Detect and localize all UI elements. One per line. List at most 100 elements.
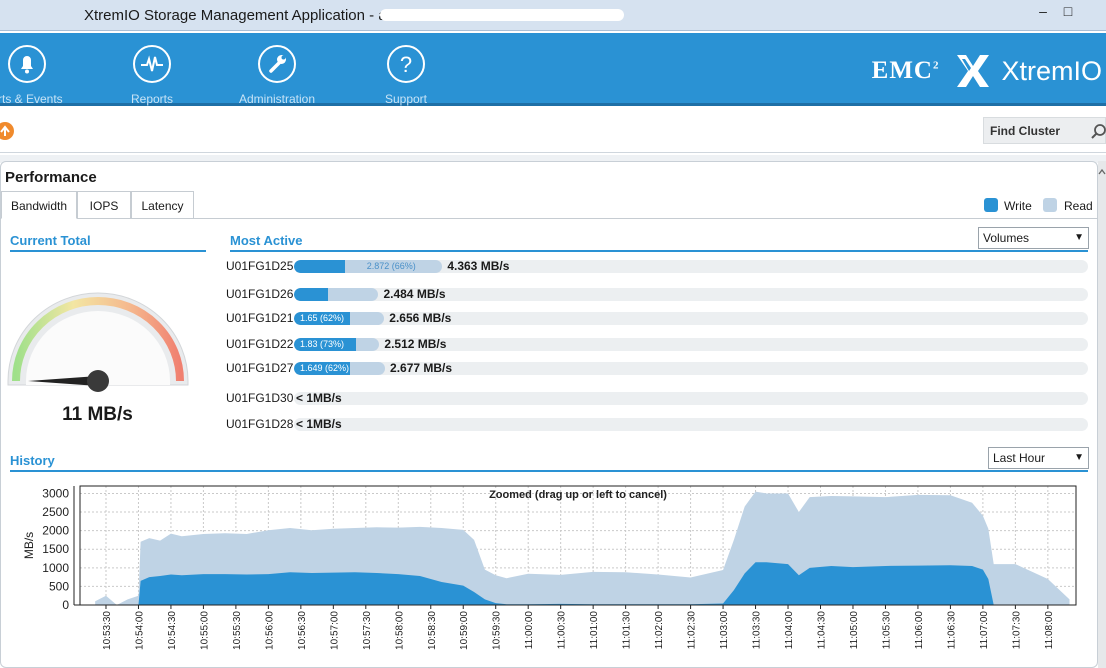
x-tick-label: 11:08:00	[1044, 611, 1055, 650]
vertical-scrollbar[interactable]	[1098, 161, 1106, 668]
most-active-row-name: U01FG1D25	[226, 259, 294, 273]
x-tick-label: 10:56:30	[297, 611, 308, 650]
x-tick-label: 10:53:30	[102, 611, 113, 650]
history-chart[interactable]: 0 500 1000 1500 2000 2500 3000 10:53:30 10:54:00…	[0, 480, 1098, 666]
bell-icon	[8, 45, 46, 83]
most-active-row-bar[interactable]: 1.649 (62%)	[294, 362, 1088, 375]
x-tick-label: 10:58:00	[394, 611, 405, 650]
xtremio-x-icon	[957, 55, 990, 87]
gauge-needle	[28, 376, 98, 386]
maximize-icon[interactable]: □	[1063, 3, 1073, 19]
write-bar	[294, 288, 328, 301]
nav-label: Administration	[238, 92, 316, 106]
x-tick-label: 11:00:30	[557, 611, 568, 650]
x-tick-label: 11:02:30	[687, 611, 698, 650]
most-active-row-bar[interactable]: 2.872 (66%)	[294, 260, 1088, 273]
main-nav: erts & Events Reports Administration ? S…	[0, 33, 1106, 106]
window-title: XtremIO Storage Management Application -…	[84, 7, 387, 24]
xtremio-wordmark: XtremIO	[1001, 55, 1102, 86]
bandwidth-gauge	[7, 292, 189, 392]
nav-administration[interactable]: Administration	[222, 45, 332, 106]
x-tick-label: 10:59:00	[459, 611, 470, 650]
legend-read-label: Read	[1064, 199, 1093, 213]
x-tick-label: 10:55:00	[199, 611, 210, 650]
x-tick-label: 10:55:30	[232, 611, 243, 650]
x-tick-label: 10:57:30	[362, 611, 373, 650]
y-tick-label: 3000	[42, 486, 69, 500]
nav-label: erts & Events	[0, 92, 63, 106]
x-tick-label: 11:05:00	[849, 611, 860, 650]
write-bar	[294, 260, 345, 273]
bar-inline-label: 1.649 (62%)	[300, 363, 350, 373]
history-title: History	[10, 453, 1088, 472]
wrench-icon	[258, 45, 296, 83]
chevron-down-icon: ▼	[1074, 232, 1084, 243]
x-tick-label: 11:07:30	[1011, 611, 1022, 650]
x-tick-label: 11:02:00	[654, 611, 665, 650]
y-tick-label: 2500	[42, 505, 69, 519]
bar-inline-label: 1.83 (73%)	[300, 339, 345, 349]
x-tick-label: 11:05:30	[881, 611, 892, 650]
nav-alerts-events[interactable]: erts & Events	[0, 45, 82, 106]
most-active-row-bar[interactable]: 1.65 (62%)	[294, 312, 1088, 325]
most-active-row-value: 2.484 MB/s	[383, 287, 446, 301]
legend-write-swatch	[984, 198, 998, 212]
series-write-area	[95, 562, 1070, 605]
find-cluster-label: Find Cluster	[990, 124, 1061, 138]
nav-label: Reports	[130, 92, 174, 106]
y-tick-label: 1000	[42, 561, 69, 575]
legend-read-swatch	[1043, 198, 1057, 212]
write-bar	[294, 338, 357, 351]
up-arrow-icon[interactable]	[0, 122, 14, 140]
nav-reports[interactable]: Reports	[97, 45, 207, 106]
most-active-type-select[interactable]: Volumes ▼	[978, 227, 1089, 249]
tab-bandwidth[interactable]: Bandwidth	[1, 191, 77, 219]
x-tick-label: 11:06:30	[946, 611, 957, 650]
current-total-value: 11 MB/s	[62, 404, 133, 425]
most-active-row-bar[interactable]	[294, 418, 1088, 431]
x-tick-label: 11:03:30	[752, 611, 763, 650]
toolbar: Find Cluster	[0, 108, 1106, 153]
most-active-row-bar[interactable]	[294, 288, 1088, 301]
most-active-row-value: 2.677 MB/s	[390, 361, 453, 375]
most-active-row-value: 4.363 MB/s	[447, 259, 510, 273]
bar-inline-label: 1.65 (62%)	[300, 313, 345, 323]
write-bar	[294, 312, 351, 325]
chart-title: Zoomed (drag up or left to cancel)	[489, 489, 667, 501]
x-tick-label: 10:54:30	[167, 611, 178, 650]
tab-latency[interactable]: Latency	[131, 191, 194, 219]
y-tick-label: 1500	[42, 542, 69, 556]
select-value: Volumes	[983, 231, 1030, 245]
tab-underline	[0, 218, 1098, 219]
y-tick-label: 500	[49, 579, 69, 593]
x-tick-label: 11:04:00	[784, 611, 795, 650]
most-active-row-bar[interactable]: 1.83 (73%)	[294, 338, 1088, 351]
bar-inline-label: 2.872 (66%)	[366, 261, 416, 271]
find-cluster-input[interactable]: Find Cluster	[983, 117, 1106, 144]
y-axis-label: MB/s	[22, 532, 36, 559]
tab-iops[interactable]: IOPS	[77, 191, 131, 219]
most-active-row-name: U01FG1D26	[226, 287, 294, 301]
select-value: Last Hour	[993, 451, 1046, 465]
x-tick-label: 10:57:00	[329, 611, 340, 650]
y-tick-label: 2000	[42, 524, 69, 538]
x-tick-label: 11:01:30	[622, 611, 633, 650]
history-range-select[interactable]: Last Hour ▼	[988, 447, 1089, 469]
most-active-row-bar[interactable]	[294, 392, 1088, 405]
most-active-row-value: < 1MB/s	[296, 391, 342, 405]
minimize-icon[interactable]: –	[1039, 3, 1047, 19]
x-tick-label: 11:07:00	[979, 611, 990, 650]
x-tick-label: 10:56:00	[264, 611, 275, 650]
write-bar	[294, 362, 351, 375]
most-active-row-name: U01FG1D27	[226, 361, 294, 375]
nav-support[interactable]: ? Support	[351, 45, 461, 106]
legend-write-label: Write	[1004, 199, 1032, 213]
x-tick-label: 11:04:30	[817, 611, 828, 650]
most-active-row-value: < 1MB/s	[296, 417, 342, 431]
most-active-row-name: U01FG1D21	[226, 311, 294, 325]
x-tick-label: 11:06:00	[914, 611, 925, 650]
nav-label: Support	[384, 92, 428, 106]
search-icon[interactable]	[1090, 123, 1106, 141]
panel-separator	[0, 155, 1106, 163]
x-tick-label: 11:00:00	[524, 611, 535, 650]
